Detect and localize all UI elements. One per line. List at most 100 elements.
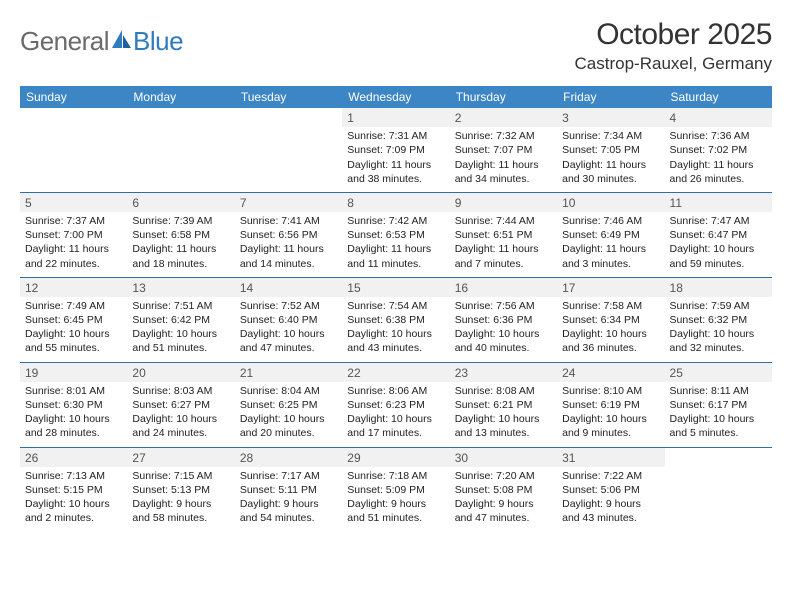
weekday-header: Monday — [127, 86, 234, 108]
calendar-cell: 2Sunrise: 7:32 AMSunset: 7:07 PMDaylight… — [450, 108, 557, 192]
daylight1-text: Daylight: 9 hours — [347, 497, 444, 511]
daylight2-text: and 20 minutes. — [240, 426, 337, 440]
day-number: 24 — [557, 363, 664, 382]
calendar-cell: 10Sunrise: 7:46 AMSunset: 6:49 PMDayligh… — [557, 192, 664, 277]
sunset-text: Sunset: 5:08 PM — [455, 483, 552, 497]
calendar-cell: . — [665, 447, 772, 531]
calendar-cell: 13Sunrise: 7:51 AMSunset: 6:42 PMDayligh… — [127, 277, 234, 362]
calendar-cell: 1Sunrise: 7:31 AMSunset: 7:09 PMDaylight… — [342, 108, 449, 192]
daylight1-text: Daylight: 11 hours — [455, 242, 552, 256]
sunrise-text: Sunrise: 7:22 AM — [562, 469, 659, 483]
sunset-text: Sunset: 6:19 PM — [562, 398, 659, 412]
sunset-text: Sunset: 6:49 PM — [562, 228, 659, 242]
calendar-cell: 24Sunrise: 8:10 AMSunset: 6:19 PMDayligh… — [557, 362, 664, 447]
day-number: 22 — [342, 363, 449, 382]
day-number: 6 — [127, 193, 234, 212]
calendar-cell: 11Sunrise: 7:47 AMSunset: 6:47 PMDayligh… — [665, 192, 772, 277]
day-number: 18 — [665, 278, 772, 297]
calendar-body: ... 1Sunrise: 7:31 AMSunset: 7:09 PMDayli… — [20, 108, 772, 531]
daylight2-text: and 47 minutes. — [240, 341, 337, 355]
calendar-row: 5Sunrise: 7:37 AMSunset: 7:00 PMDaylight… — [20, 192, 772, 277]
sunrise-text: Sunrise: 8:04 AM — [240, 384, 337, 398]
sunset-text: Sunset: 6:53 PM — [347, 228, 444, 242]
daylight1-text: Daylight: 10 hours — [240, 327, 337, 341]
calendar-cell: 7Sunrise: 7:41 AMSunset: 6:56 PMDaylight… — [235, 192, 342, 277]
day-number: 30 — [450, 448, 557, 467]
sunset-text: Sunset: 6:27 PM — [132, 398, 229, 412]
daylight2-text: and 43 minutes. — [562, 511, 659, 525]
daylight1-text: Daylight: 11 hours — [455, 158, 552, 172]
daylight1-text: Daylight: 9 hours — [240, 497, 337, 511]
header: General Blue October 2025 Castrop-Rauxel… — [20, 18, 772, 74]
daylight2-text: and 9 minutes. — [562, 426, 659, 440]
sunset-text: Sunset: 6:45 PM — [25, 313, 122, 327]
calendar-row: 12Sunrise: 7:49 AMSunset: 6:45 PMDayligh… — [20, 277, 772, 362]
day-number: 3 — [557, 108, 664, 127]
weekday-header: Saturday — [665, 86, 772, 108]
calendar-cell: 28Sunrise: 7:17 AMSunset: 5:11 PMDayligh… — [235, 447, 342, 531]
sunset-text: Sunset: 6:30 PM — [25, 398, 122, 412]
sunset-text: Sunset: 6:56 PM — [240, 228, 337, 242]
sunset-text: Sunset: 6:40 PM — [240, 313, 337, 327]
sunset-text: Sunset: 5:11 PM — [240, 483, 337, 497]
daylight1-text: Daylight: 11 hours — [562, 158, 659, 172]
day-number: 1 — [342, 108, 449, 127]
weekday-header: Thursday — [450, 86, 557, 108]
calendar-cell: . — [20, 108, 127, 192]
daylight1-text: Daylight: 11 hours — [347, 158, 444, 172]
daylight2-text: and 24 minutes. — [132, 426, 229, 440]
sunrise-text: Sunrise: 7:18 AM — [347, 469, 444, 483]
day-number: 27 — [127, 448, 234, 467]
sunset-text: Sunset: 6:42 PM — [132, 313, 229, 327]
sunset-text: Sunset: 5:13 PM — [132, 483, 229, 497]
sunrise-text: Sunrise: 7:41 AM — [240, 214, 337, 228]
day-number: 21 — [235, 363, 342, 382]
daylight1-text: Daylight: 10 hours — [25, 327, 122, 341]
sunrise-text: Sunrise: 7:44 AM — [455, 214, 552, 228]
sunrise-text: Sunrise: 7:54 AM — [347, 299, 444, 313]
weekday-header: Tuesday — [235, 86, 342, 108]
daylight2-text: and 51 minutes. — [347, 511, 444, 525]
logo-sail-icon — [109, 28, 133, 55]
sunrise-text: Sunrise: 7:42 AM — [347, 214, 444, 228]
daylight2-text: and 30 minutes. — [562, 172, 659, 186]
daylight2-text: and 11 minutes. — [347, 257, 444, 271]
daylight2-text: and 51 minutes. — [132, 341, 229, 355]
daylight1-text: Daylight: 10 hours — [132, 412, 229, 426]
calendar-cell: 8Sunrise: 7:42 AMSunset: 6:53 PMDaylight… — [342, 192, 449, 277]
sunset-text: Sunset: 6:36 PM — [455, 313, 552, 327]
calendar-cell: 19Sunrise: 8:01 AMSunset: 6:30 PMDayligh… — [20, 362, 127, 447]
calendar-cell: 9 Sunrise: 7:44 AMSunset: 6:51 PMDaylight… — [450, 192, 557, 277]
day-number: 31 — [557, 448, 664, 467]
day-number: 20 — [127, 363, 234, 382]
day-number: 26 — [20, 448, 127, 467]
calendar-cell: 3Sunrise: 7:34 AMSunset: 7:05 PMDaylight… — [557, 108, 664, 192]
sunset-text: Sunset: 7:05 PM — [562, 143, 659, 157]
daylight2-text: and 58 minutes. — [132, 511, 229, 525]
sunrise-text: Sunrise: 7:47 AM — [670, 214, 767, 228]
sunset-text: Sunset: 6:51 PM — [455, 228, 552, 242]
daylight2-text: and 32 minutes. — [670, 341, 767, 355]
sunrise-text: Sunrise: 7:49 AM — [25, 299, 122, 313]
daylight1-text: Daylight: 10 hours — [132, 327, 229, 341]
day-number: 15 — [342, 278, 449, 297]
daylight1-text: Daylight: 11 hours — [670, 158, 767, 172]
sunrise-text: Sunrise: 8:11 AM — [670, 384, 767, 398]
sunrise-text: Sunrise: 7:13 AM — [25, 469, 122, 483]
daylight1-text: Daylight: 10 hours — [670, 242, 767, 256]
calendar-cell: . — [127, 108, 234, 192]
daylight1-text: Daylight: 10 hours — [455, 327, 552, 341]
sunset-text: Sunset: 7:07 PM — [455, 143, 552, 157]
sunrise-text: Sunrise: 8:03 AM — [132, 384, 229, 398]
location-label: Castrop-Rauxel, Germany — [575, 54, 772, 74]
calendar-page: General Blue October 2025 Castrop-Rauxel… — [0, 0, 792, 612]
calendar-cell: 25Sunrise: 8:11 AMSunset: 6:17 PMDayligh… — [665, 362, 772, 447]
day-number: 7 — [235, 193, 342, 212]
day-number: 9 — [450, 193, 557, 212]
sunset-text: Sunset: 5:15 PM — [25, 483, 122, 497]
daylight2-text: and 43 minutes. — [347, 341, 444, 355]
day-number: 16 — [450, 278, 557, 297]
daylight2-text: and 22 minutes. — [25, 257, 122, 271]
calendar-cell: 21Sunrise: 8:04 AMSunset: 6:25 PMDayligh… — [235, 362, 342, 447]
daylight2-text: and 55 minutes. — [25, 341, 122, 355]
